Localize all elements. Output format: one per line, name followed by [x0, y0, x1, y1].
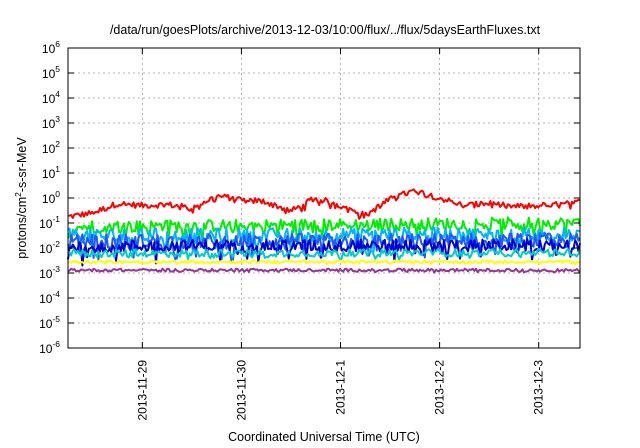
series-line [67, 248, 581, 261]
y-tick-label: 102 [42, 139, 60, 156]
x-tick-label: 2013-12-3 [532, 360, 546, 415]
y-axis: 10-6 10-5 10-4 10-3 10-2 10-1 100 101 102 103 104 1… [39, 39, 580, 356]
y-axis-label: protons/cm2-s-sr-MeV [13, 137, 29, 259]
series-line [67, 267, 581, 274]
y-tick-label: 10-2 [39, 239, 60, 256]
chart-title: /data/run/goesPlots/archive/2013-12-03/1… [110, 23, 541, 37]
y-tick-label: 103 [42, 114, 60, 131]
y-tick-label: 10-5 [39, 314, 60, 331]
y-tick-label: 104 [42, 89, 60, 106]
series-line [67, 259, 581, 266]
x-tick-label: 2013-11-29 [135, 360, 149, 421]
x-axis: 2013-11-29 2013-11-30 2013-12-1 2013-12-2 20… [135, 48, 546, 421]
x-axis-label: Coordinated Universal Time (UTC) [228, 430, 420, 444]
x-tick-label: 2013-11-30 [234, 360, 248, 421]
x-tick-label: 2013-12-1 [334, 360, 348, 415]
y-tick-label: 10-6 [39, 339, 60, 356]
grid-lines [68, 48, 580, 348]
y-tick-label: 10-4 [39, 289, 60, 306]
y-tick-label: 106 [42, 39, 60, 56]
series-line [67, 216, 581, 243]
x-tick-label: 2013-12-2 [433, 360, 447, 415]
y-tick-label: 105 [42, 64, 60, 81]
y-tick-label: 100 [42, 189, 60, 206]
y-tick-label: 101 [42, 164, 60, 181]
y-axis-label-rest: -s-sr-MeV [15, 137, 29, 193]
y-axis-label-base: protons/cm [15, 197, 29, 259]
y-tick-label: 10-1 [39, 214, 60, 231]
y-tick-label: 10-3 [39, 264, 60, 281]
series-layer [67, 188, 581, 274]
y-axis-label-exponent: 2 [13, 192, 23, 197]
series-line [67, 188, 581, 220]
